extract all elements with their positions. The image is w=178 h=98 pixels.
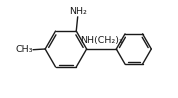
Text: CH₃: CH₃ [15, 45, 33, 54]
Text: NH₂: NH₂ [69, 7, 87, 16]
Text: NH(CH₂)₃: NH(CH₂)₃ [80, 36, 123, 45]
